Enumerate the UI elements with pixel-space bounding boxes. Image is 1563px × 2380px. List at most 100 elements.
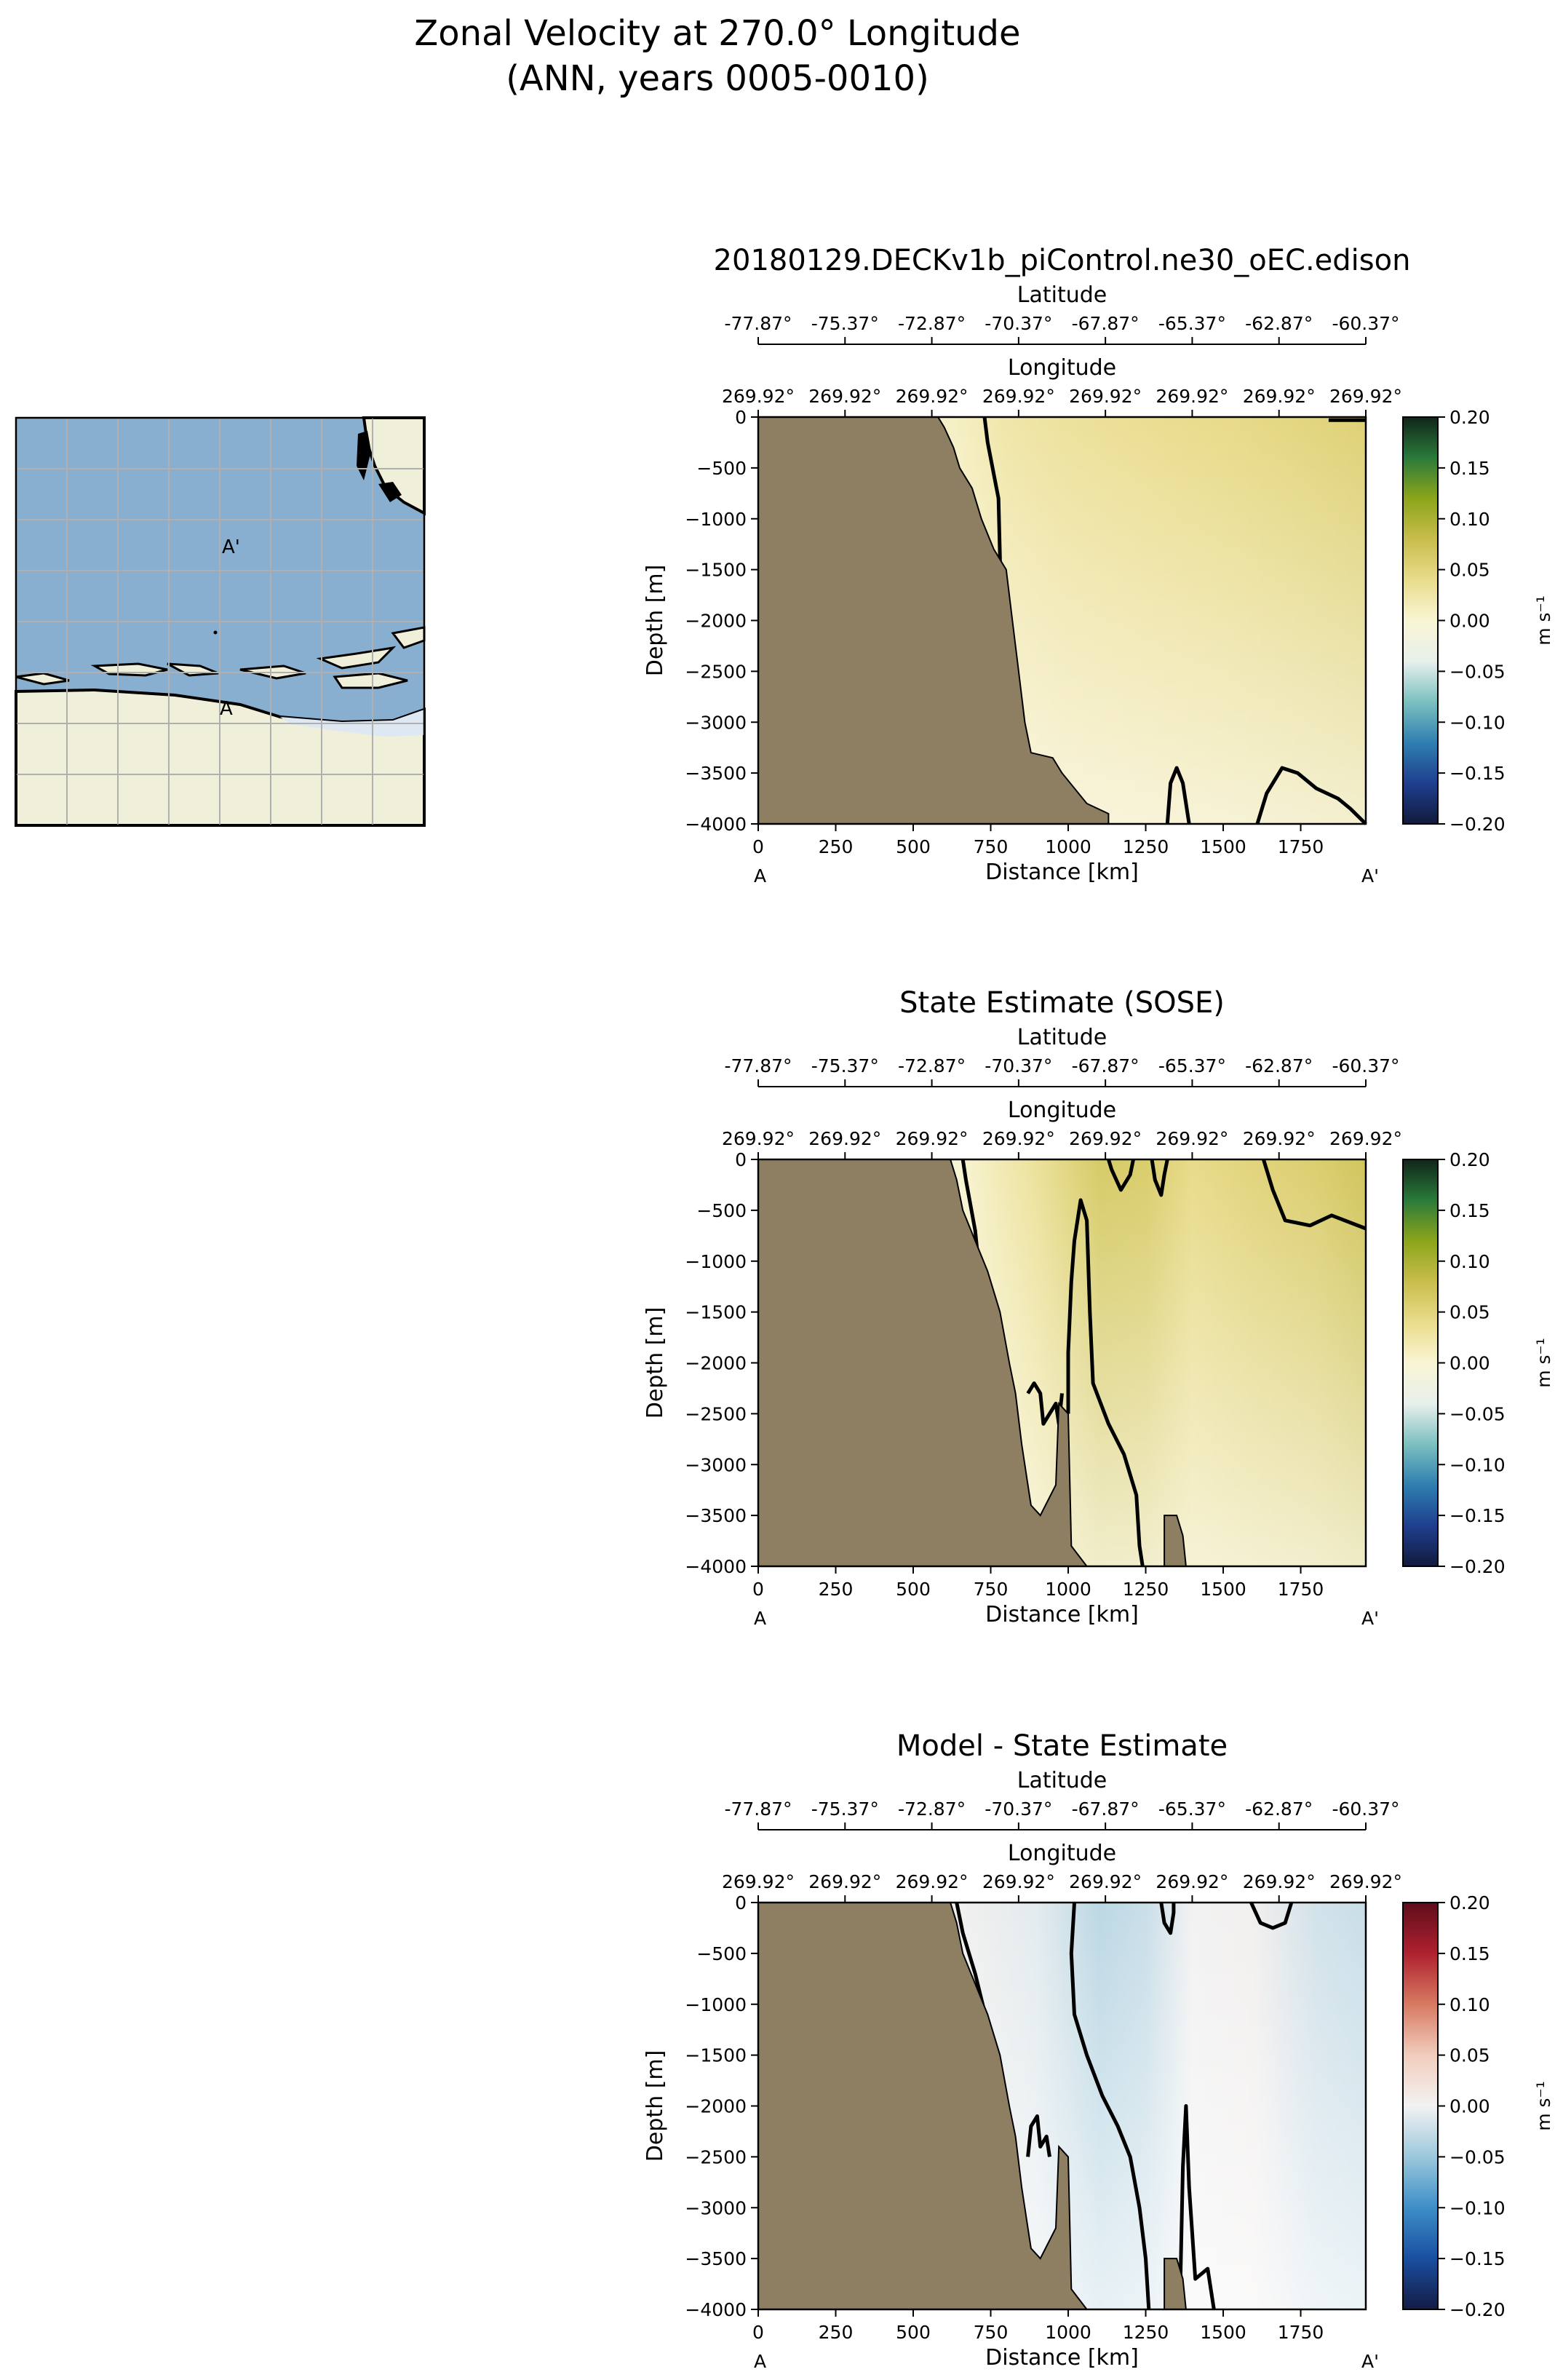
colorbar-tick-label: −0.10 (1449, 2197, 1506, 2218)
section-start-label: A (754, 1608, 766, 1629)
colorbar-tick-label: 0.10 (1449, 1994, 1490, 2015)
latitude-tick-label: -77.87° (724, 313, 792, 334)
latitude-tick-label: -65.37° (1158, 313, 1226, 334)
x-tick-label: 1750 (1278, 2322, 1324, 2343)
x-tick-label: 1500 (1200, 836, 1246, 857)
section-start-label: A (754, 865, 766, 886)
latitude-tick-label: -67.87° (1072, 313, 1140, 334)
latitude-axis-label: Latitude (1017, 1768, 1107, 1793)
longitude-tick-label: 269.92° (722, 1128, 795, 1149)
latitude-tick-label: -67.87° (1072, 1055, 1140, 1076)
x-tick-label: 1000 (1045, 2322, 1091, 2343)
colorbar-tick-label: −0.05 (1449, 1403, 1506, 1424)
panel-3: Model - State Estimate 0 250 500 750 1000 1250… (643, 1729, 1554, 2372)
section-end-label: A' (1361, 2351, 1379, 2372)
colorbar-tick-label: 0.20 (1449, 1149, 1490, 1170)
longitude-tick-label: 269.92° (1243, 386, 1316, 407)
y-tick-label: −4000 (685, 814, 747, 835)
longitude-tick-label: 269.92° (1156, 1871, 1228, 1892)
y-tick-label: −2000 (685, 1353, 747, 1374)
y-tick-label: −3000 (685, 712, 747, 733)
bathymetry-land (757, 416, 1110, 825)
colorbar-tick-label: −0.10 (1449, 712, 1506, 733)
zero-contour-line (1255, 766, 1367, 825)
bathymetry-land (757, 1159, 1188, 1567)
longitude-tick-label: 269.92° (722, 386, 795, 407)
colorbar-tick-label: −0.15 (1449, 1505, 1506, 1526)
colorbar-tick-label: −0.05 (1449, 2146, 1506, 2167)
section-end-label: A' (1361, 1608, 1379, 1629)
latitude-tick-label: -75.37° (811, 313, 879, 334)
colorbar-label: m s⁻¹ (1533, 595, 1554, 646)
latitude-tick-label: -75.37° (811, 1055, 879, 1076)
longitude-tick-label: 269.92° (1329, 386, 1402, 407)
x-tick-label: 0 (752, 1579, 764, 1600)
x-tick-label: 1750 (1278, 836, 1324, 857)
y-tick-label: 0 (735, 407, 747, 428)
colorbar-tick-label: −0.20 (1449, 814, 1506, 835)
x-tick-label: 1750 (1278, 1579, 1324, 1600)
map-islands-northeast (357, 431, 402, 502)
y-tick-label: −4000 (685, 1556, 747, 1577)
longitude-axis-label: Longitude (1008, 1098, 1116, 1123)
map-grid (16, 418, 424, 825)
longitude-tick-label: 269.92° (1156, 1128, 1228, 1149)
latitude-tick-label: -70.37° (985, 1055, 1052, 1076)
latitude-axis-label: Latitude (1017, 1025, 1107, 1050)
zero-contour-line (1069, 1902, 1151, 2310)
x-axis-label: Distance [km] (985, 2345, 1139, 2371)
longitude-tick-label: 269.92° (982, 1128, 1055, 1149)
x-tick-label: 250 (819, 2322, 854, 2343)
colorbar-label: m s⁻¹ (1533, 2081, 1554, 2131)
map-end-label: A' (222, 536, 240, 558)
longitude-tick-label: 269.92° (808, 386, 881, 407)
y-axis-label: Depth [m] (643, 1307, 668, 1419)
colorbar-tick-label: 0.20 (1449, 1892, 1490, 1913)
latitude-tick-label: -72.87° (898, 313, 966, 334)
x-axis-label: Distance [km] (985, 1602, 1139, 1627)
panel-title: Model - State Estimate (896, 1729, 1228, 1763)
longitude-tick-label: 269.92° (1069, 1871, 1142, 1892)
longitude-tick-label: 269.92° (722, 1871, 795, 1892)
colorbar-tick-label: 0.10 (1449, 1251, 1490, 1272)
latitude-tick-label: -62.87° (1245, 313, 1313, 334)
latitude-tick-label: -70.37° (985, 313, 1052, 334)
y-tick-label: −500 (696, 458, 747, 479)
zero-contour-line (1177, 2104, 1216, 2310)
longitude-tick-label: 269.92° (896, 1128, 969, 1149)
colorbar-tick-label: −0.20 (1449, 2299, 1506, 2320)
latitude-tick-label: -62.87° (1245, 1798, 1313, 1820)
y-tick-label: −2500 (685, 661, 747, 682)
colorbar-tick-label: 0.05 (1449, 1302, 1490, 1323)
y-tick-label: −2500 (685, 2146, 747, 2167)
x-axis-label: Distance [km] (985, 860, 1139, 885)
x-tick-label: 1500 (1200, 1579, 1246, 1600)
x-tick-label: 750 (974, 836, 1009, 857)
colorbar-label: m s⁻¹ (1533, 1338, 1554, 1388)
y-tick-label: −3000 (685, 1454, 747, 1475)
colorbar-tick-label: 0.00 (1449, 611, 1490, 632)
x-tick-label: 500 (896, 2322, 931, 2343)
zero-contour-line (1262, 1159, 1367, 1231)
latitude-tick-label: -77.87° (724, 1798, 792, 1820)
x-tick-label: 0 (752, 2322, 764, 2343)
y-tick-label: −1000 (685, 1994, 747, 2015)
x-tick-label: 0 (752, 836, 764, 857)
y-tick-label: −4000 (685, 2299, 747, 2320)
latitude-tick-label: -75.37° (811, 1798, 879, 1820)
x-tick-label: 1250 (1123, 2322, 1169, 2343)
latitude-tick-label: -72.87° (898, 1055, 966, 1076)
colorbar-tick-label: 0.20 (1449, 407, 1490, 428)
colorbar-tick-label: 0.15 (1449, 458, 1490, 479)
longitude-tick-label: 269.92° (1329, 1871, 1402, 1892)
colorbar-tick-label: −0.05 (1449, 661, 1506, 682)
zero-contour-line (1107, 1159, 1135, 1192)
y-tick-label: −3500 (685, 1505, 747, 1526)
colorbar (1402, 416, 1439, 825)
section-end-label: A' (1361, 865, 1379, 886)
zero-contour-line (1249, 1901, 1294, 1930)
bathymetry-land (757, 1902, 1188, 2310)
y-tick-label: −2500 (685, 1403, 747, 1424)
latitude-tick-label: -60.37° (1332, 1798, 1399, 1820)
colorbar-tick-label: 0.15 (1449, 1200, 1490, 1221)
